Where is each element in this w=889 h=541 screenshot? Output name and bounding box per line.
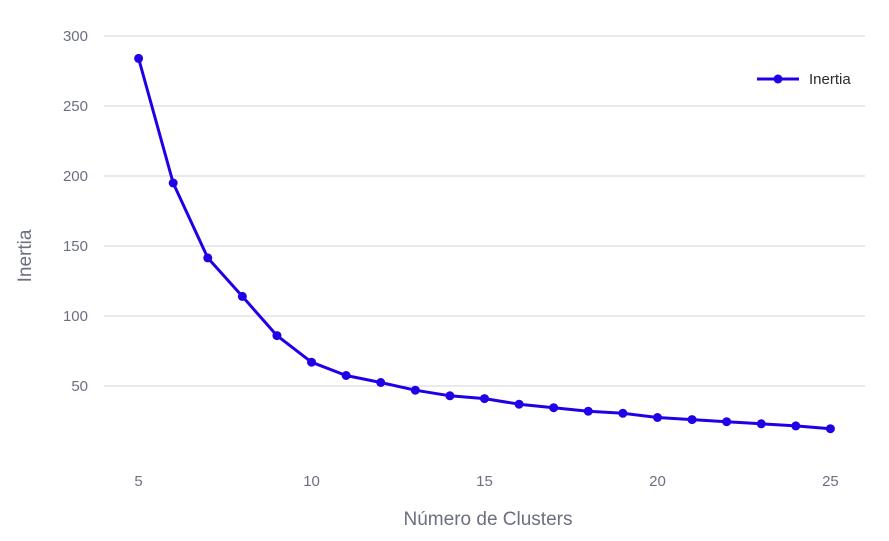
x-tick-label: 10: [303, 473, 320, 490]
data-point[interactable]: [410, 385, 420, 395]
y-tick-label: 200: [63, 168, 88, 185]
y-axis-title: Inertia: [15, 229, 36, 282]
data-point[interactable]: [825, 424, 835, 434]
data-point[interactable]: [376, 378, 386, 387]
y-axis-ticks: 50 100 150 200 250 300: [63, 28, 88, 395]
legend-marker: [773, 74, 783, 84]
data-point[interactable]: [237, 291, 247, 301]
gridlines: [104, 35, 865, 387]
data-point[interactable]: [445, 391, 455, 401]
series-line-0: [137, 56, 832, 431]
data-point[interactable]: [134, 53, 144, 63]
data-point[interactable]: [480, 394, 489, 404]
data-point[interactable]: [687, 415, 697, 425]
data-point[interactable]: [203, 253, 213, 263]
data-point[interactable]: [272, 331, 282, 341]
data-point[interactable]: [583, 406, 593, 416]
y-tick-label: 300: [63, 28, 88, 45]
data-point[interactable]: [618, 408, 628, 418]
data-point[interactable]: [652, 413, 662, 422]
y-tick-label: 50: [71, 378, 88, 395]
y-tick-label: 150: [63, 238, 88, 255]
y-tick-label: 250: [63, 98, 88, 115]
data-point[interactable]: [341, 371, 351, 380]
x-tick-label: 20: [649, 473, 666, 490]
data-point[interactable]: [791, 421, 801, 431]
data-point[interactable]: [756, 419, 766, 429]
data-point[interactable]: [307, 357, 317, 367]
legend-label: Inertia: [809, 71, 851, 88]
x-tick-label: 15: [476, 473, 493, 490]
y-tick-label: 100: [63, 308, 88, 325]
data-point[interactable]: [168, 178, 178, 188]
series-layer: [134, 53, 835, 434]
data-point[interactable]: [514, 399, 524, 409]
x-tick-label: 25: [822, 473, 839, 490]
data-point[interactable]: [722, 417, 732, 427]
data-point[interactable]: [549, 403, 559, 413]
legend[interactable]: Inertia: [757, 71, 851, 88]
x-tick-label: 5: [134, 473, 142, 490]
x-axis-ticks: 5 10 15 20 25: [134, 473, 838, 490]
x-axis-title: Número de Clusters: [404, 509, 573, 530]
